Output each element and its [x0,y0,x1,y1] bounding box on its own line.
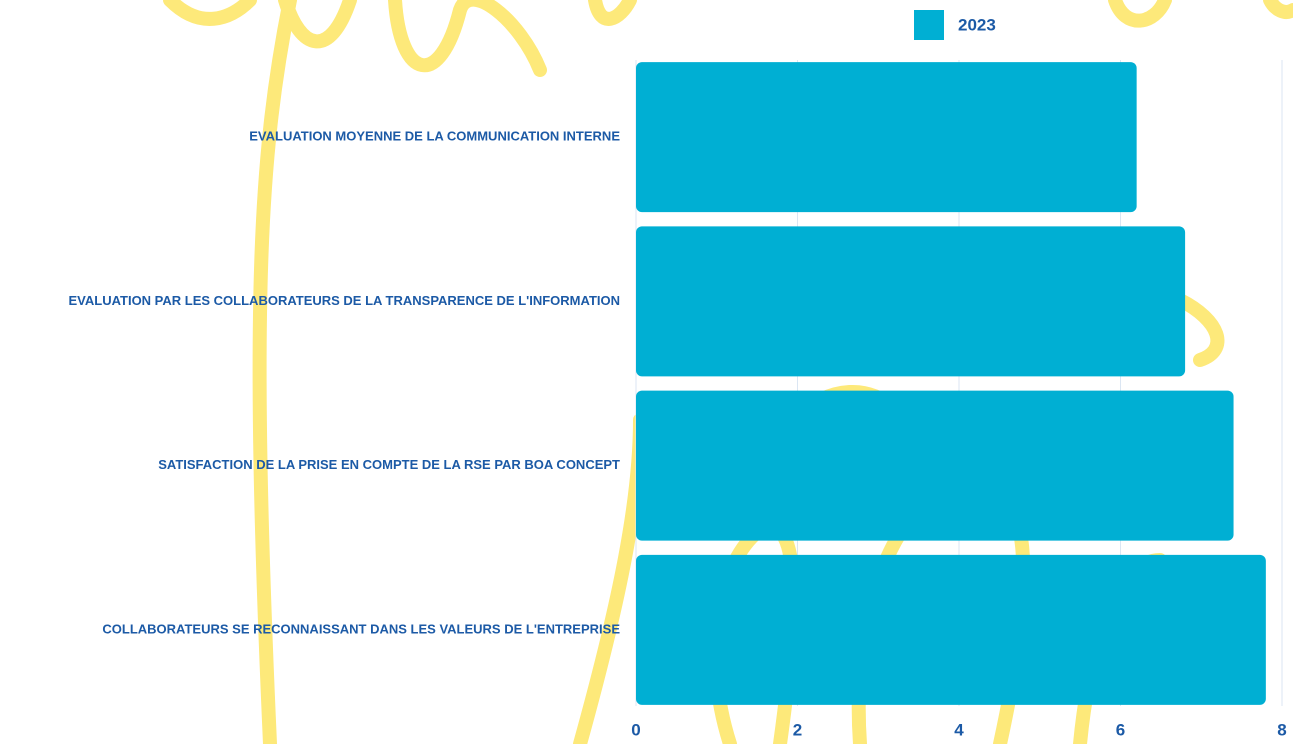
y-tick-label: Evaluation moyenne de la communication i… [249,129,620,144]
x-tick-label: 2 [793,720,802,739]
x-tick-label: 4 [954,720,964,739]
legend-swatch [914,10,944,40]
x-tick-label: 0 [631,720,640,739]
x-tick-label: 6 [1116,720,1125,739]
bar [636,62,1137,213]
y-tick-label: Evaluation par les collaborateurs de la … [69,293,621,308]
x-tick-label: 8 [1277,720,1286,739]
y-tick-label: Satisfaction de la prise en compte de la… [158,457,620,472]
y-tick-label: Collaborateurs se reconnaissant dans les… [102,621,620,636]
bar [636,390,1234,541]
legend-label: 2023 [958,15,996,34]
bar [636,554,1266,705]
bar [636,226,1186,377]
